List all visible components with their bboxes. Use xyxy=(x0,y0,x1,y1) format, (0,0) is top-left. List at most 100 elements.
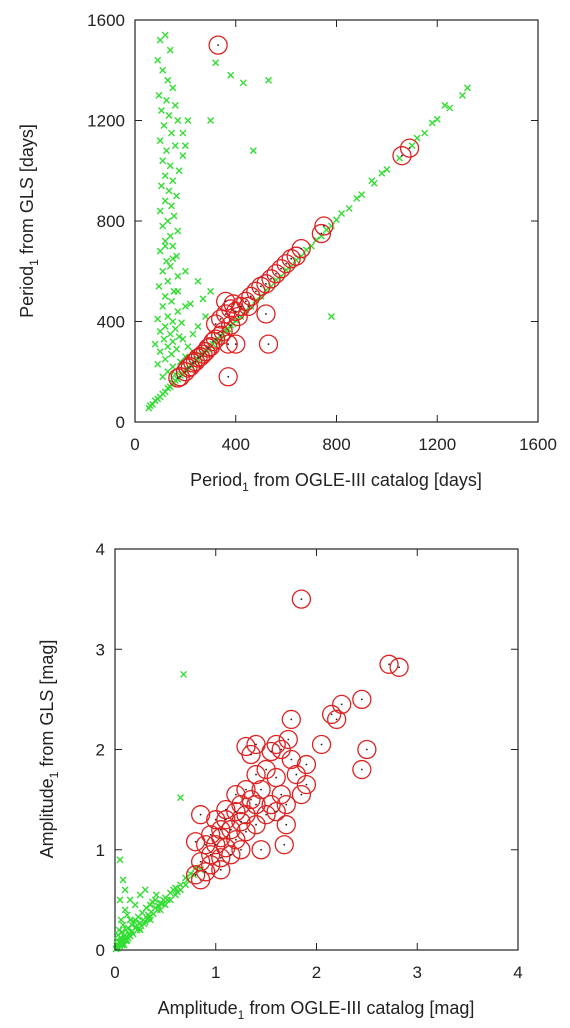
period-cross-point xyxy=(166,46,174,54)
amplitude-circle-point xyxy=(256,805,276,825)
period-cross-point xyxy=(207,287,215,295)
period-cross-point xyxy=(174,272,182,280)
amplitude-cross-point xyxy=(169,886,177,894)
period-cross-point xyxy=(159,373,167,381)
period-cross-point xyxy=(212,59,220,67)
period-cross-point xyxy=(160,335,168,343)
period-circle-point xyxy=(231,296,251,317)
period-y-tick-label: 400 xyxy=(97,313,125,332)
amplitude-cross-point xyxy=(117,916,125,924)
period-cross-point xyxy=(164,343,172,351)
period-cross-point xyxy=(159,267,167,275)
period-cross-point xyxy=(161,237,169,245)
period-circle-point xyxy=(236,291,256,312)
amplitude-circle-point xyxy=(352,689,372,710)
amplitude-cross-point xyxy=(145,913,153,921)
amplitude-circle-point xyxy=(185,832,206,852)
period-cross-point xyxy=(156,348,164,356)
period-x-tick-label: 0 xyxy=(130,435,139,454)
period-cross-point xyxy=(161,292,169,300)
period-cross-point xyxy=(174,117,182,124)
period-circle-point xyxy=(314,216,334,236)
period-cross-point xyxy=(157,182,165,190)
period-cross-point xyxy=(156,36,164,44)
period-cross-point xyxy=(161,388,169,396)
period-cross-point xyxy=(168,202,176,210)
amplitude-circle-point xyxy=(236,779,256,800)
period-cross-point xyxy=(186,300,194,308)
period-cross-point xyxy=(413,134,421,142)
period-cross-point xyxy=(345,204,353,212)
period-circle-point xyxy=(168,368,188,388)
period-cross-point xyxy=(224,325,232,333)
amplitude-circle-point xyxy=(226,830,246,850)
period-cross-point xyxy=(173,345,181,353)
period-cross-point xyxy=(161,323,169,331)
amplitude-circle-point xyxy=(216,810,236,830)
period-cross-point xyxy=(181,302,189,310)
period-cross-point xyxy=(159,157,167,165)
period-cross-point xyxy=(181,142,189,150)
amplitude-cross-point xyxy=(142,904,150,912)
period-circle-point xyxy=(261,269,281,289)
amplitude-circle-point xyxy=(221,845,241,865)
amplitude-cross-point xyxy=(176,881,184,889)
period-cross-point xyxy=(174,227,182,235)
amplitude-circle-point xyxy=(311,734,332,755)
period-cross-point xyxy=(164,312,172,320)
amplitude-x-tick-label: 4 xyxy=(513,963,522,982)
amplitude-cross-point xyxy=(137,922,145,930)
amplitude-y-axis-label: Amplitude1 from GLS [mag] xyxy=(37,640,61,859)
amplitude-circle-point xyxy=(266,802,286,822)
amplitude-circle-point xyxy=(261,741,281,762)
amplitude-cross-point xyxy=(180,670,188,678)
period-cross-point xyxy=(175,167,183,175)
period-cross-point xyxy=(156,247,164,255)
amplitude-cross-point xyxy=(151,896,159,904)
amplitude-cross-point xyxy=(158,900,166,908)
period-y-tick-label: 1600 xyxy=(87,11,125,30)
amplitude-x-tick-label: 2 xyxy=(312,963,321,982)
period-cross-point xyxy=(169,84,177,92)
period-cross-point xyxy=(160,122,168,130)
amplitude-circle-point xyxy=(256,759,276,780)
amplitude-chart: 0 1 2 3 4 0 1 2 3 4 Amplitude1 from OGLE-III cata… xyxy=(37,540,523,1022)
amplitude-cross-point xyxy=(182,881,190,889)
period-marks xyxy=(145,31,471,412)
amplitude-circle-point xyxy=(357,739,377,760)
amplitude-cross-point xyxy=(149,910,157,918)
period-cross-point xyxy=(199,295,207,303)
period-cross-point xyxy=(161,31,169,39)
amplitude-cross-point xyxy=(152,891,160,899)
period-cross-point xyxy=(421,129,429,137)
period-cross-point xyxy=(267,282,275,290)
amplitude-cross-point xyxy=(131,901,139,909)
period-cross-point xyxy=(156,137,164,145)
amplitude-circle-point xyxy=(226,784,246,805)
amplitude-circle-point xyxy=(291,784,312,805)
period-cross-point xyxy=(227,71,235,79)
amplitude-cross-point xyxy=(171,891,179,899)
amplitude-circle-point xyxy=(236,822,256,842)
period-cross-point xyxy=(173,252,181,260)
period-cross-point xyxy=(184,343,192,351)
period-cross-point xyxy=(441,101,449,109)
period-circle-point xyxy=(210,325,231,345)
period-cross-point xyxy=(433,115,441,123)
amplitude-cross-point xyxy=(126,916,134,924)
period-circle-point xyxy=(238,296,258,317)
period-cross-point xyxy=(165,187,173,195)
amplitude-ticks: 0 1 2 3 4 0 1 2 3 4 xyxy=(96,540,523,982)
amplitude-circle-point xyxy=(321,704,342,725)
period-cross-point xyxy=(169,177,177,185)
amplitude-cross-point xyxy=(141,886,149,894)
amplitude-x-tick-label: 0 xyxy=(110,963,119,982)
period-cross-point xyxy=(164,217,172,225)
period-cross-point xyxy=(156,207,164,215)
amplitude-circle-point xyxy=(281,709,301,730)
period-cross-point xyxy=(239,79,247,87)
amplitude-circle-point xyxy=(352,759,372,780)
amplitude-circle-point xyxy=(251,779,271,800)
amplitude-cross-point xyxy=(176,886,184,894)
